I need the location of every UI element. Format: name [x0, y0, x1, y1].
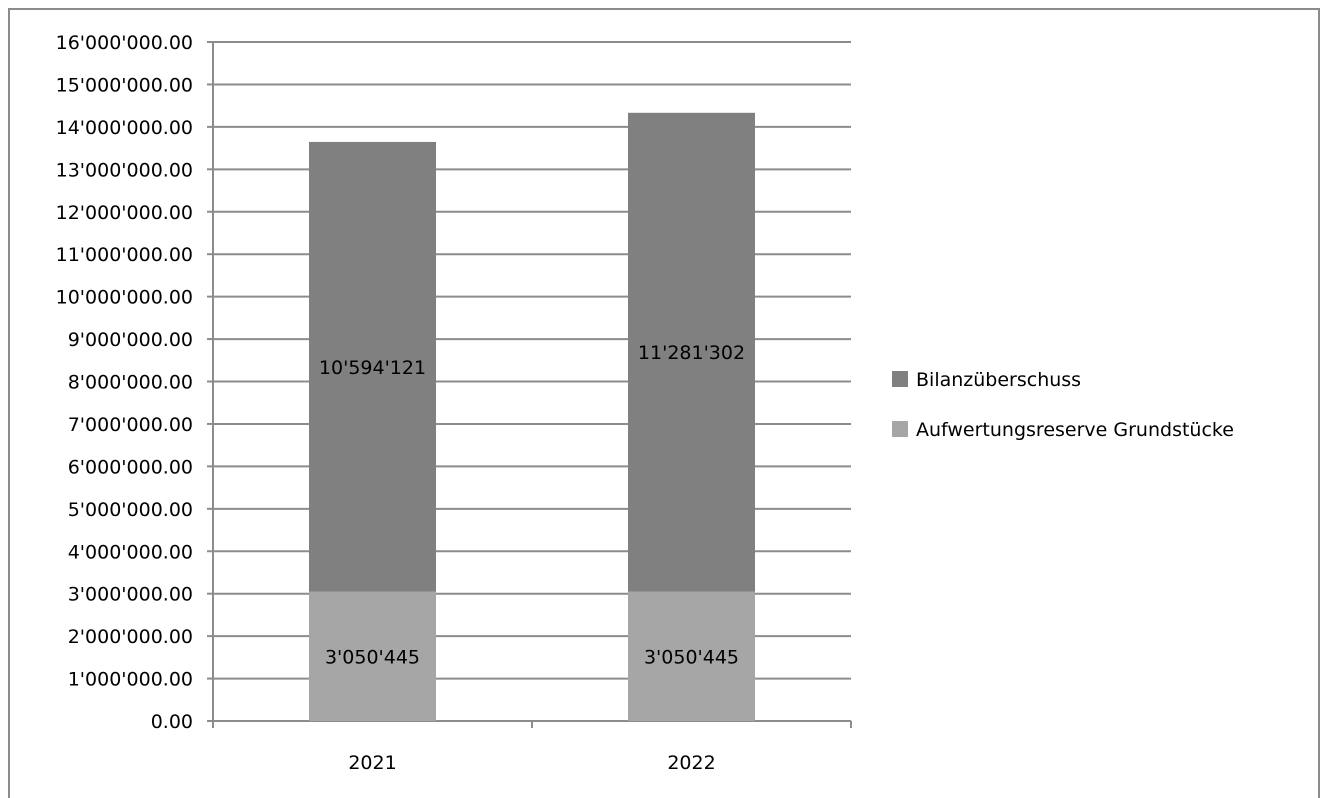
y-tick-label: 12'000'000.00 — [56, 202, 193, 224]
y-tick-label: 1'000'000.00 — [68, 669, 193, 691]
legend-label: Bilanzüberschuss — [916, 369, 1081, 391]
y-tick-label: 5'000'000.00 — [68, 499, 193, 521]
data-label: 3'050'445 — [644, 646, 739, 668]
bar-2021-series-1 — [309, 141, 436, 592]
y-tick-label: 9'000'000.00 — [68, 329, 193, 351]
data-label: 11'281'302 — [638, 342, 745, 364]
data-labels: 3'050'445 10'594'121 3'050'445 11'281'302 — [319, 342, 745, 668]
data-label: 10'594'121 — [319, 357, 426, 379]
y-tick-label: 10'000'000.00 — [56, 287, 193, 309]
y-tick-label: 0.00 — [151, 711, 193, 733]
y-tick-label: 8'000'000.00 — [68, 372, 193, 394]
y-tick-label: 11'000'000.00 — [56, 244, 193, 266]
chart-frame — [8, 8, 1320, 798]
legend-label: Aufwertungsreserve Grundstücke — [916, 419, 1234, 441]
gridlines — [213, 41, 851, 680]
y-tick-label: 14'000'000.00 — [56, 117, 193, 139]
y-tick-label: 15'000'000.00 — [56, 74, 193, 96]
y-tick-label: 16'000'000.00 — [56, 32, 193, 54]
y-tick-label: 13'000'000.00 — [56, 159, 193, 181]
bar-2021-series-0 — [309, 591, 436, 721]
legend-swatch — [892, 371, 908, 387]
bars — [309, 112, 755, 721]
x-tick-label: 2021 — [348, 752, 396, 774]
bar-2022-series-1 — [628, 112, 755, 592]
data-label: 3'050'445 — [325, 646, 420, 668]
y-tick-label: 3'000'000.00 — [68, 584, 193, 606]
y-tick-label: 6'000'000.00 — [68, 456, 193, 478]
x-tick-label: 2022 — [667, 752, 715, 774]
y-tick-label: 4'000'000.00 — [68, 541, 193, 563]
legend-swatch — [892, 421, 908, 437]
bar-2022-series-0 — [628, 591, 755, 721]
legend: Bilanzüberschuss Aufwertungsreserve Grund… — [892, 369, 1234, 441]
axes: 0.00 1'000'000.00 2'000'000.00 3'000'000.00… — [56, 32, 852, 774]
y-tick-label: 2'000'000.00 — [68, 626, 193, 648]
y-tick-label: 7'000'000.00 — [68, 414, 193, 436]
